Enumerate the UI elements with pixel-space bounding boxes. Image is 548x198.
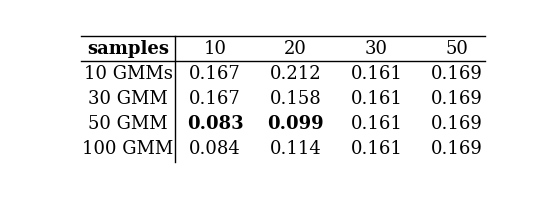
Text: 50: 50 [446, 40, 469, 58]
Text: 0.161: 0.161 [351, 115, 402, 133]
Text: 50 GMM: 50 GMM [88, 115, 168, 133]
Text: 0.083: 0.083 [187, 115, 243, 133]
Text: 0.161: 0.161 [351, 65, 402, 83]
Text: 0.167: 0.167 [189, 90, 241, 108]
Text: 0.114: 0.114 [270, 140, 322, 158]
Text: 0.169: 0.169 [431, 115, 483, 133]
Text: 0.158: 0.158 [270, 90, 322, 108]
Text: 10: 10 [203, 40, 226, 58]
Text: 100 GMM: 100 GMM [82, 140, 174, 158]
Text: 0.161: 0.161 [351, 140, 402, 158]
Text: 0.099: 0.099 [267, 115, 324, 133]
Text: 30: 30 [365, 40, 388, 58]
Text: 30 GMM: 30 GMM [88, 90, 168, 108]
Text: 10 GMMs: 10 GMMs [83, 65, 173, 83]
Text: samples: samples [87, 40, 169, 58]
Text: 0.169: 0.169 [431, 90, 483, 108]
Text: 0.167: 0.167 [189, 65, 241, 83]
Text: 0.169: 0.169 [431, 65, 483, 83]
Text: 0.161: 0.161 [351, 90, 402, 108]
Text: 0.212: 0.212 [270, 65, 322, 83]
Text: 20: 20 [284, 40, 307, 58]
Text: 0.084: 0.084 [189, 140, 241, 158]
Text: 0.169: 0.169 [431, 140, 483, 158]
